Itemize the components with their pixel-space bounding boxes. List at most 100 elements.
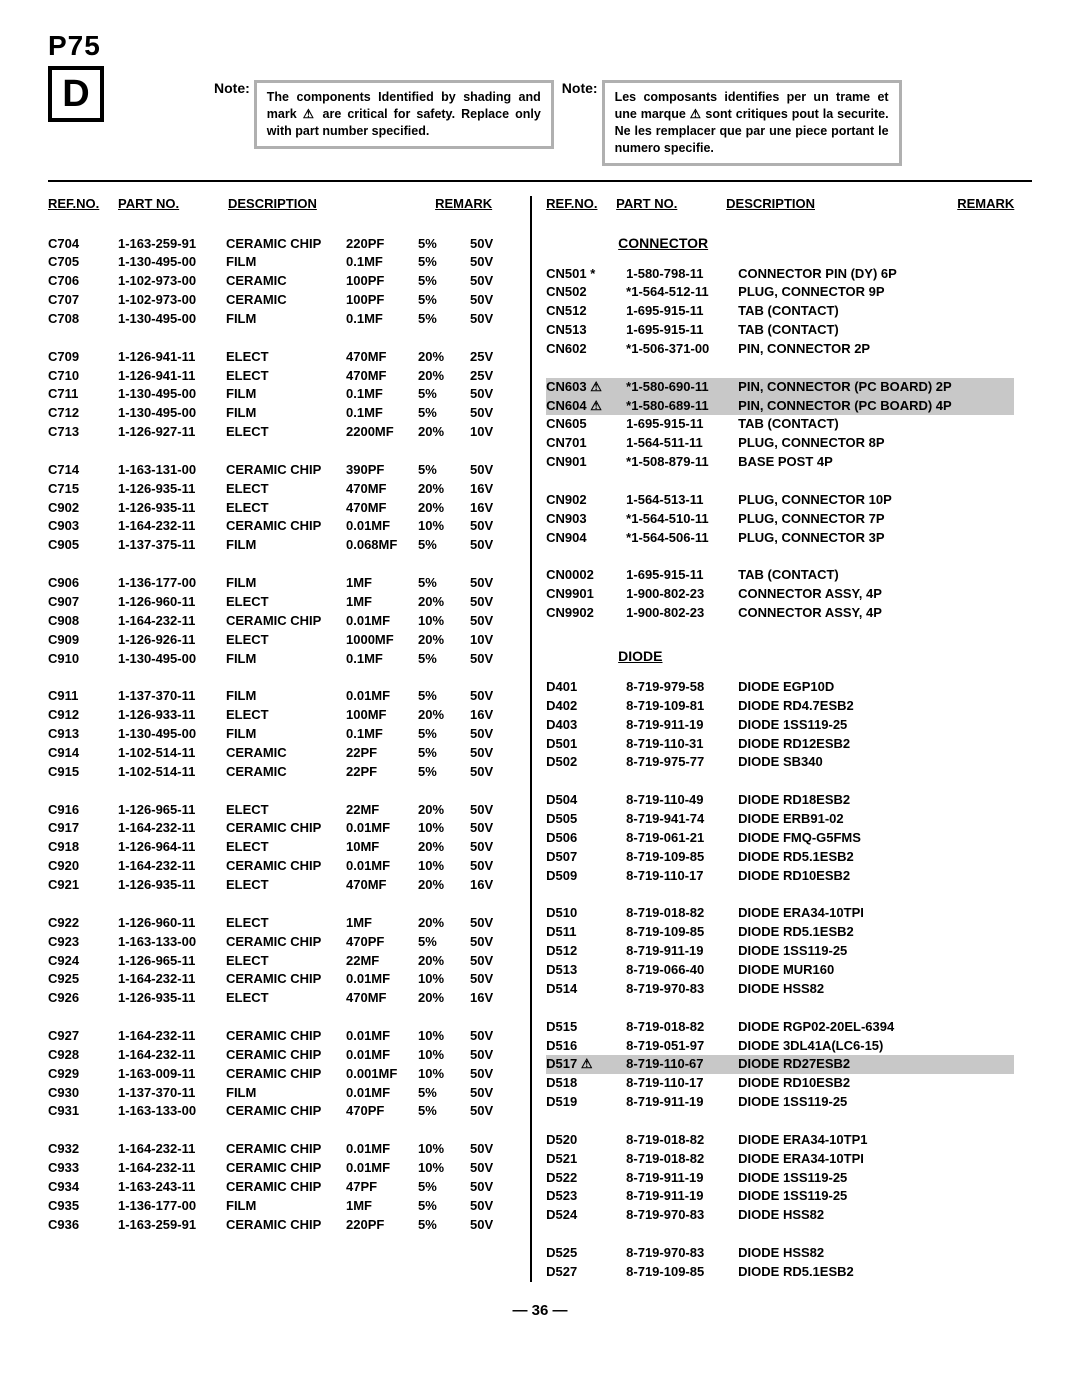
table-row: C9121-126-933-11ELECT100MF20%16V bbox=[48, 706, 522, 725]
table-row: D5138-719-066-40DIODE MUR160 bbox=[546, 961, 1014, 980]
table-row: D5248-719-970-83DIODE HSS82 bbox=[546, 1206, 1014, 1225]
table-row: D5048-719-110-49DIODE RD18ESB2 bbox=[546, 791, 1014, 810]
table-row: C9351-136-177-00FILM1MF5%50V bbox=[48, 1197, 522, 1216]
table-row: D5198-719-911-19DIODE 1SS119-25 bbox=[546, 1093, 1014, 1112]
table-row: C7141-163-131-00CERAMIC CHIP390PF5%50V bbox=[48, 461, 522, 480]
table-row: C9271-164-232-11CERAMIC CHIP0.01MF10%50V bbox=[48, 1027, 522, 1046]
table-row: D5228-719-911-19DIODE 1SS119-25 bbox=[546, 1169, 1014, 1188]
table-row: C9211-126-935-11ELECT470MF20%16V bbox=[48, 876, 522, 895]
table-row: CN7011-564-511-11PLUG, CONNECTOR 8P bbox=[546, 434, 1014, 453]
table-row: C9131-130-495-00FILM0.1MF5%50V bbox=[48, 725, 522, 744]
table-row: D5278-719-109-85DIODE RD5.1ESB2 bbox=[546, 1263, 1014, 1282]
hdr-part: PART NO. bbox=[118, 196, 228, 211]
col-header-right: REF.NO. PART NO. DESCRIPTION REMARK bbox=[546, 196, 1014, 211]
table-row: C9111-137-370-11FILM0.01MF5%50V bbox=[48, 687, 522, 706]
table-row: C9251-164-232-11CERAMIC CHIP0.01MF10%50V bbox=[48, 970, 522, 989]
table-row: D5238-719-911-19DIODE 1SS119-25 bbox=[546, 1187, 1014, 1206]
column-left: REF.NO. PART NO. DESCRIPTION REMARK C704… bbox=[48, 196, 530, 1282]
table-row: C7081-130-495-00FILM0.1MF5%50V bbox=[48, 310, 522, 329]
page-number: — 36 — bbox=[48, 1302, 1032, 1319]
notes: Note: The components Identified by shadi… bbox=[214, 80, 902, 166]
note-label-fr: Note: bbox=[562, 80, 598, 97]
diode-table-body: D4018-719-979-58DIODE EGP10DD4028-719-10… bbox=[546, 678, 1014, 1282]
table-row: C7101-126-941-11ELECT470MF20%25V bbox=[48, 367, 522, 386]
table-row: D5148-719-970-83DIODE HSS82 bbox=[546, 980, 1014, 999]
table-row: C9231-163-133-00CERAMIC CHIP470PF5%50V bbox=[48, 933, 522, 952]
table-row: D5188-719-110-17DIODE RD10ESB2 bbox=[546, 1074, 1014, 1093]
table-row: D4018-719-979-58DIODE EGP10D bbox=[546, 678, 1014, 697]
table-row: C9031-164-232-11CERAMIC CHIP0.01MF10%50V bbox=[48, 517, 522, 536]
table-row: C9201-164-232-11CERAMIC CHIP0.01MF10%50V bbox=[48, 857, 522, 876]
table-row: D5168-719-051-97DIODE 3DL41A(LC6-15) bbox=[546, 1037, 1014, 1056]
table-row: CN904*1-564-506-11PLUG, CONNECTOR 3P bbox=[546, 529, 1014, 548]
table-row: D5218-719-018-82DIODE ERA34-10TPI bbox=[546, 1150, 1014, 1169]
left-table-body: C7041-163-259-91CERAMIC CHIP220PF5%50VC7… bbox=[48, 235, 522, 1235]
table-row: D5078-719-109-85DIODE RD5.1ESB2 bbox=[546, 848, 1014, 867]
table-row: CN502*1-564-512-11PLUG, CONNECTOR 9P bbox=[546, 283, 1014, 302]
table-row: CN99021-900-802-23CONNECTOR ASSY, 4P bbox=[546, 604, 1014, 623]
table-row: C9281-164-232-11CERAMIC CHIP0.01MF10%50V bbox=[48, 1046, 522, 1065]
table-row: CN9021-564-513-11PLUG, CONNECTOR 10P bbox=[546, 491, 1014, 510]
hdr-desc: DESCRIPTION bbox=[726, 196, 886, 211]
hdr-ref: REF.NO. bbox=[546, 196, 616, 211]
table-row: CN903*1-564-510-11PLUG, CONNECTOR 7P bbox=[546, 510, 1014, 529]
table-row: CN00021-695-915-11TAB (CONTACT) bbox=[546, 566, 1014, 585]
table-row: D4028-719-109-81DIODE RD4.7ESB2 bbox=[546, 697, 1014, 716]
table-row: D5158-719-018-82DIODE RGP02-20EL-6394 bbox=[546, 1018, 1014, 1037]
table-row: C9321-164-232-11CERAMIC CHIP0.01MF10%50V bbox=[48, 1140, 522, 1159]
hdr-part: PART NO. bbox=[616, 196, 726, 211]
table-row: D5118-719-109-85DIODE RD5.1ESB2 bbox=[546, 923, 1014, 942]
table-row: D5028-719-975-77DIODE SB340 bbox=[546, 753, 1014, 772]
table-row: C7121-130-495-00FILM0.1MF5%50V bbox=[48, 404, 522, 423]
column-right: REF.NO. PART NO. DESCRIPTION REMARK CONN… bbox=[532, 196, 1014, 1282]
table-row: C9151-102-514-11CERAMIC22PF5%50V bbox=[48, 763, 522, 782]
table-row: CN602*1-506-371-00PIN, CONNECTOR 2P bbox=[546, 340, 1014, 359]
table-row: C7131-126-927-11ELECT2200MF20%10V bbox=[48, 423, 522, 442]
table-row: C9171-164-232-11CERAMIC CHIP0.01MF10%50V bbox=[48, 819, 522, 838]
table-row: C9061-136-177-00FILM1MF5%50V bbox=[48, 574, 522, 593]
table-row: CN501 *1-580-798-11CONNECTOR PIN (DY) 6P bbox=[546, 265, 1014, 284]
hdr-remark: REMARK bbox=[388, 196, 522, 211]
table-row: D5068-719-061-21DIODE FMQ-G5FMS bbox=[546, 829, 1014, 848]
table-row: C7071-102-973-00CERAMIC100PF5%50V bbox=[48, 291, 522, 310]
table-row: D5208-719-018-82DIODE ERA34-10TP1 bbox=[546, 1131, 1014, 1150]
table-row: C7041-163-259-91CERAMIC CHIP220PF5%50V bbox=[48, 235, 522, 254]
table-row: C7091-126-941-11ELECT470MF20%25V bbox=[48, 348, 522, 367]
table-row: C9221-126-960-11ELECT1MF20%50V bbox=[48, 914, 522, 933]
table-row: C9141-102-514-11CERAMIC22PF5%50V bbox=[48, 744, 522, 763]
hdr-desc: DESCRIPTION bbox=[228, 196, 388, 211]
table-row: C7111-130-495-00FILM0.1MF5%50V bbox=[48, 385, 522, 404]
table-row: C7151-126-935-11ELECT470MF20%16V bbox=[48, 480, 522, 499]
table-row: C9091-126-926-11ELECT1000MF20%10V bbox=[48, 631, 522, 650]
table-row: C7051-130-495-00FILM0.1MF5%50V bbox=[48, 253, 522, 272]
table-row: CN5131-695-915-11TAB (CONTACT) bbox=[546, 321, 1014, 340]
table-row: C9241-126-965-11ELECT22MF20%50V bbox=[48, 952, 522, 971]
table-row: C9021-126-935-11ELECT470MF20%16V bbox=[48, 499, 522, 518]
section-connector-title: CONNECTOR bbox=[618, 235, 1014, 251]
table-row: D5018-719-110-31DIODE RD12ESB2 bbox=[546, 735, 1014, 754]
table-row: CN6051-695-915-11TAB (CONTACT) bbox=[546, 415, 1014, 434]
columns: REF.NO. PART NO. DESCRIPTION REMARK C704… bbox=[48, 196, 1032, 1282]
table-row: C7061-102-973-00CERAMIC100PF5%50V bbox=[48, 272, 522, 291]
table-row: C9051-137-375-11FILM0.068MF5%50V bbox=[48, 536, 522, 555]
table-row: C9081-164-232-11CERAMIC CHIP0.01MF10%50V bbox=[48, 612, 522, 631]
hdr-ref: REF.NO. bbox=[48, 196, 118, 211]
table-row: C9331-164-232-11CERAMIC CHIP0.01MF10%50V bbox=[48, 1159, 522, 1178]
table-row: D5128-719-911-19DIODE 1SS119-25 bbox=[546, 942, 1014, 961]
table-row: CN603 ⚠*1-580-690-11PIN, CONNECTOR (PC B… bbox=[546, 378, 1014, 397]
connector-table-body: CN501 *1-580-798-11CONNECTOR PIN (DY) 6P… bbox=[546, 265, 1014, 624]
table-row: D517 ⚠8-719-110-67DIODE RD27ESB2 bbox=[546, 1055, 1014, 1074]
table-row: CN99011-900-802-23CONNECTOR ASSY, 4P bbox=[546, 585, 1014, 604]
table-row: CN604 ⚠*1-580-689-11PIN, CONNECTOR (PC B… bbox=[546, 397, 1014, 416]
table-row: D4038-719-911-19DIODE 1SS119-25 bbox=[546, 716, 1014, 735]
table-row: C9101-130-495-00FILM0.1MF5%50V bbox=[48, 650, 522, 669]
hdr-remark: REMARK bbox=[886, 196, 1014, 211]
table-row: D5098-719-110-17DIODE RD10ESB2 bbox=[546, 867, 1014, 886]
table-row: D5058-719-941-74DIODE ERB91-02 bbox=[546, 810, 1014, 829]
table-row: C9261-126-935-11ELECT470MF20%16V bbox=[48, 989, 522, 1008]
page-code: P75 bbox=[48, 30, 1032, 62]
table-row: D5258-719-970-83DIODE HSS82 bbox=[546, 1244, 1014, 1263]
header: P75 D Note: The components Identified by… bbox=[48, 30, 1032, 166]
table-row: C9161-126-965-11ELECT22MF20%50V bbox=[48, 801, 522, 820]
table-row: C9341-163-243-11CERAMIC CHIP47PF5%50V bbox=[48, 1178, 522, 1197]
